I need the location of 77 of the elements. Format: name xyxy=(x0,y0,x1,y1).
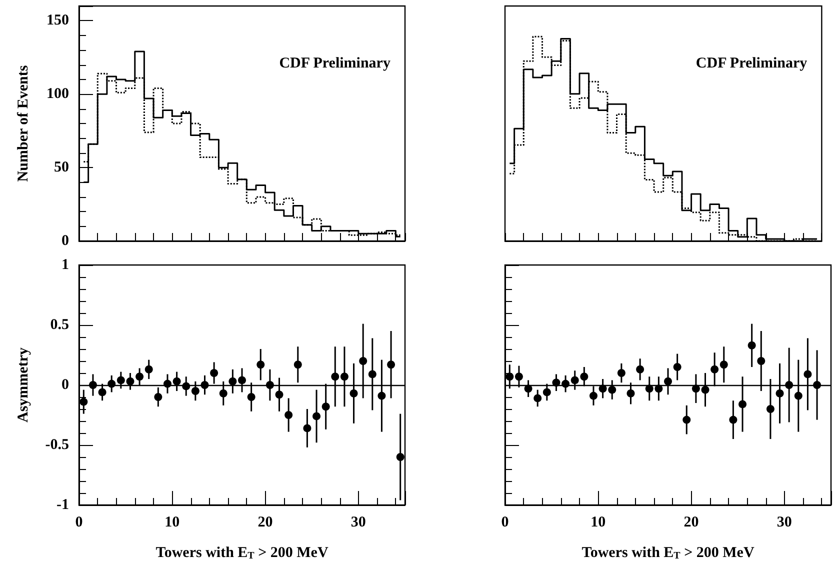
point xyxy=(303,424,312,432)
point xyxy=(275,390,284,399)
point xyxy=(219,389,228,398)
point xyxy=(98,388,106,396)
point xyxy=(387,360,396,369)
y-tick-label: 0 xyxy=(62,377,69,393)
point xyxy=(136,372,144,381)
x-tick-label: 0 xyxy=(75,514,83,530)
point xyxy=(126,377,134,386)
point xyxy=(748,341,756,350)
point xyxy=(673,363,682,371)
y-tick-label: 50 xyxy=(54,160,69,176)
y-axis-title: Number of Events xyxy=(16,65,32,182)
point xyxy=(80,398,88,406)
point xyxy=(210,369,218,377)
y-tick-label: 150 xyxy=(46,12,69,29)
point xyxy=(682,416,691,424)
point xyxy=(738,400,747,408)
point xyxy=(368,370,376,378)
point xyxy=(378,392,386,400)
point xyxy=(322,402,330,411)
point xyxy=(534,394,542,402)
point xyxy=(154,393,162,401)
point xyxy=(191,387,200,395)
point xyxy=(238,376,246,384)
point xyxy=(776,389,784,398)
point xyxy=(664,377,672,386)
point xyxy=(570,376,579,384)
point xyxy=(589,392,598,400)
x-tick-label: 30 xyxy=(776,514,792,530)
point xyxy=(284,411,293,419)
y-tick-label: 0 xyxy=(62,233,69,249)
point xyxy=(228,377,237,386)
point xyxy=(636,365,644,374)
point xyxy=(294,360,302,369)
x-tick-label: 10 xyxy=(590,514,606,530)
x-tick-label: 10 xyxy=(164,514,180,530)
point xyxy=(729,416,738,424)
point xyxy=(172,377,181,386)
point xyxy=(331,372,340,381)
point xyxy=(757,357,766,365)
point xyxy=(116,376,125,384)
point xyxy=(396,453,404,461)
point xyxy=(645,384,654,393)
x-tick-label: 20 xyxy=(258,514,273,530)
point xyxy=(692,384,700,393)
point xyxy=(710,365,719,374)
point xyxy=(580,372,588,381)
point xyxy=(701,386,710,394)
point xyxy=(766,405,774,413)
y-tick-label: -1 xyxy=(56,497,69,513)
y-tick-label: -0.5 xyxy=(45,437,69,453)
annotation: CDF Preliminary xyxy=(279,56,391,72)
point xyxy=(720,360,728,369)
point xyxy=(359,357,368,365)
point xyxy=(144,365,153,374)
point xyxy=(804,370,812,378)
x-tick-label: 0 xyxy=(501,514,509,530)
point xyxy=(350,389,358,398)
point xyxy=(247,393,256,401)
y-axis-title: Asymmetry xyxy=(16,347,32,422)
annotation: CDF Preliminary xyxy=(696,56,808,72)
point xyxy=(608,386,616,394)
point xyxy=(626,389,635,398)
point xyxy=(340,372,348,381)
point xyxy=(542,388,551,396)
point xyxy=(506,372,514,381)
point xyxy=(514,372,523,381)
point xyxy=(312,412,321,420)
point xyxy=(256,360,265,369)
y-tick-label: 1 xyxy=(62,257,69,273)
point xyxy=(617,369,626,377)
x-tick-label: 20 xyxy=(684,514,699,530)
x-tick-label: 30 xyxy=(350,514,366,530)
y-tick-label: 100 xyxy=(46,86,69,102)
point xyxy=(794,392,802,400)
y-tick-label: 0.5 xyxy=(50,317,69,333)
